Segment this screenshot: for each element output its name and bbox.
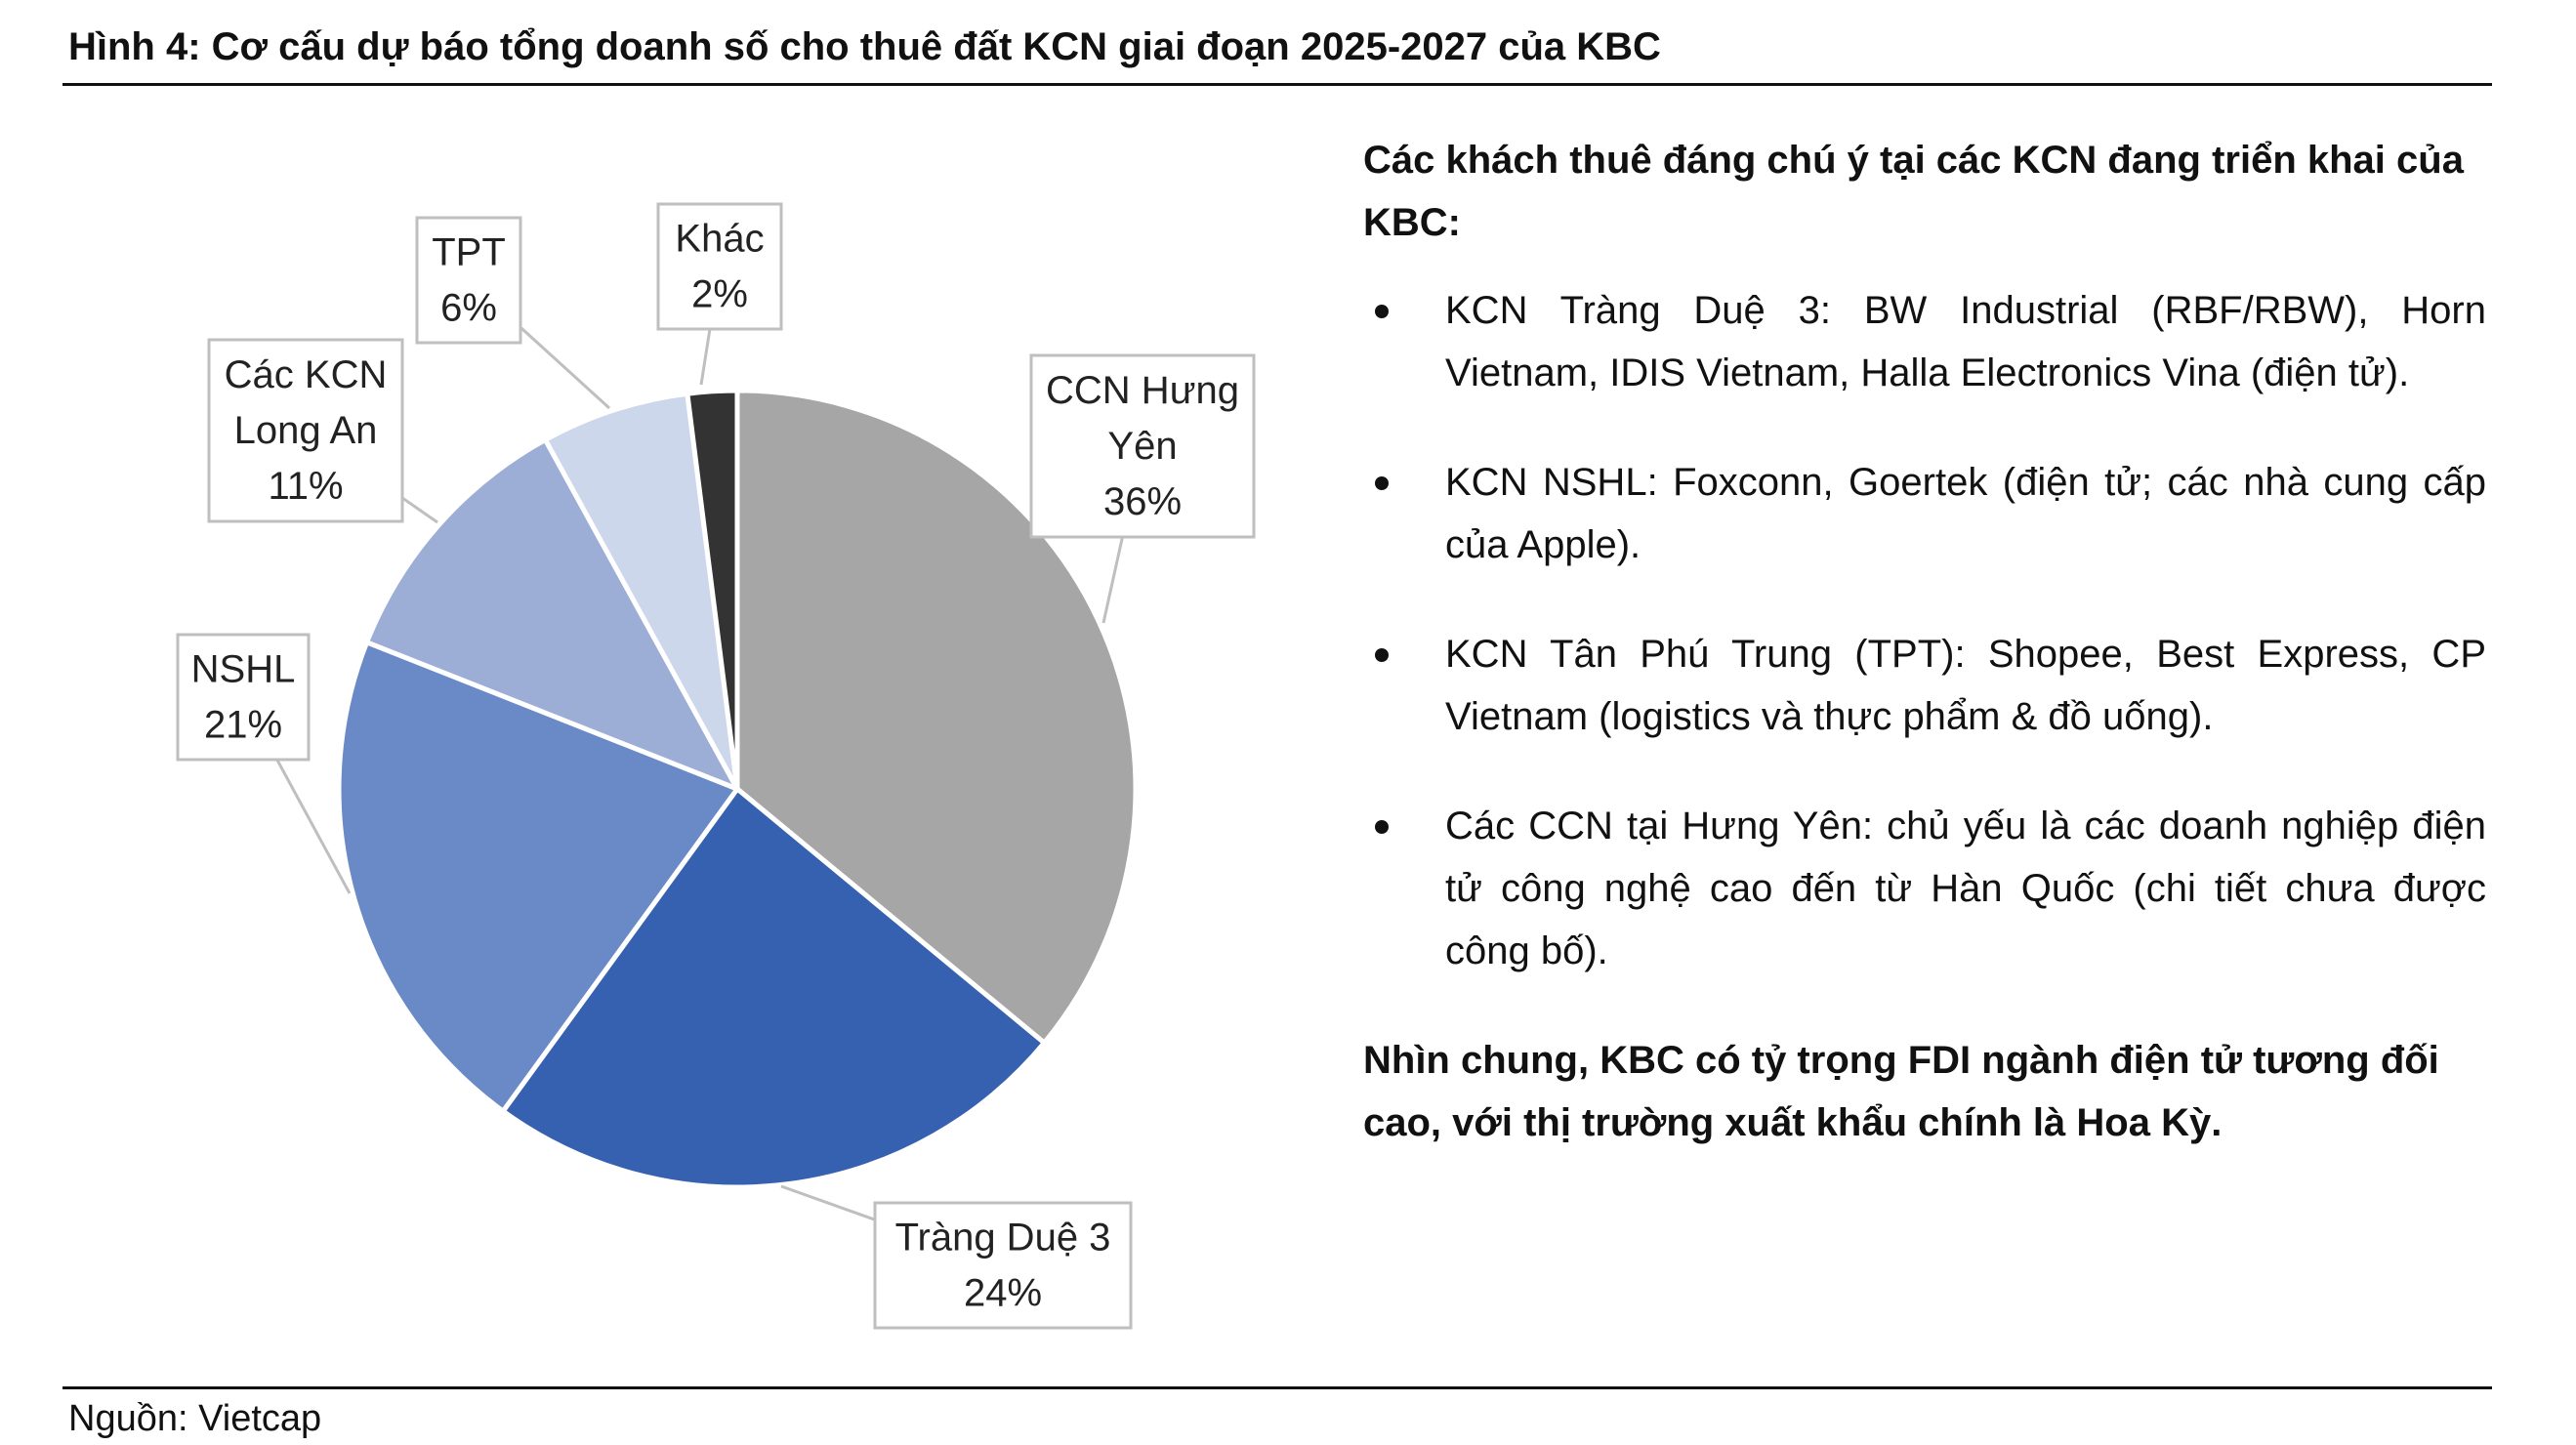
- pie-slice: [542, 391, 740, 792]
- commentary-conclusion: Nhìn chung, KBC có tỷ trọng FDI ngành đi…: [1363, 1039, 2439, 1144]
- bottom-rule: [62, 1386, 2492, 1389]
- tenant-list-item: Các CCN tại Hưng Yên: chủ yếu là các doa…: [1363, 795, 2486, 982]
- pie-slice: [364, 436, 740, 792]
- bullet-icon: [1375, 305, 1389, 318]
- bullet-text: KCN Tân Phú Trung (TPT): Shopee, Best Ex…: [1445, 633, 2486, 738]
- callout-box: [656, 202, 783, 331]
- bullet-text: KCN NSHL: Foxconn, Goertek (điện tử; các…: [1445, 461, 2486, 566]
- tenant-list-item: KCN Tràng Duệ 3: BW Industrial (RBF/RBW)…: [1363, 279, 2486, 404]
- slice-category-label: Yên: [1107, 425, 1177, 468]
- callout-leader-line: [275, 759, 352, 894]
- pie-callouts: CCN Hưng Yên 36% Tràng Duệ 3 24% NSHL 21% Các K…: [176, 202, 1256, 1330]
- top-rule: [62, 83, 2492, 86]
- slice-category-label: Các KCN: [225, 353, 388, 396]
- slice-value-label: 36%: [1103, 480, 1182, 523]
- tenant-list: KCN Tràng Duệ 3: BW Industrial (RBF/RBW)…: [1363, 279, 2486, 982]
- slice-value-label: 2%: [691, 273, 748, 316]
- callout-leader-line: [1101, 536, 1124, 624]
- bullet-text: KCN Tràng Duệ 3: BW Industrial (RBF/RBW)…: [1445, 289, 2486, 394]
- pie-slice: [336, 640, 740, 1114]
- bullet-icon: [1375, 476, 1389, 490]
- commentary-heading: Các khách thuê đáng chú ý tại các KCN đa…: [1363, 139, 2464, 244]
- callout-leader-line: [519, 326, 611, 410]
- slice-category-label: CCN Hưng: [1046, 369, 1239, 412]
- figure-title: Hình 4: Cơ cấu dự báo tổng doanh số cho …: [68, 25, 1661, 68]
- tenant-list-item: KCN NSHL: Foxconn, Goertek (điện tử; các…: [1363, 451, 2486, 576]
- commentary-panel: Các khách thuê đáng chú ý tại các KCN đa…: [1363, 129, 2486, 1193]
- bullet-icon: [1375, 648, 1389, 662]
- pie-slices: [336, 388, 1139, 1190]
- slice-category-label: Tràng Duệ 3: [895, 1217, 1111, 1259]
- bullet-icon: [1375, 820, 1389, 834]
- slice-category-label: NSHL: [191, 648, 296, 691]
- pie-slice: [734, 388, 1139, 1046]
- figure-source: Nguồn: Vietcap: [68, 1398, 322, 1439]
- pie-slice: [500, 786, 1047, 1190]
- callout-box: [1029, 353, 1256, 539]
- bullet-text: Các CCN tại Hưng Yên: chủ yếu là các doa…: [1445, 805, 2486, 972]
- callout-leader-line: [699, 328, 712, 386]
- slice-value-label: 24%: [964, 1272, 1042, 1315]
- callout-box: [207, 338, 404, 523]
- slice-value-label: 11%: [268, 465, 343, 508]
- slice-category-label: Long An: [234, 409, 378, 452]
- tenant-list-item: KCN Tân Phú Trung (TPT): Shopee, Best Ex…: [1363, 623, 2486, 748]
- callout-box: [873, 1201, 1133, 1330]
- slice-value-label: 21%: [204, 704, 282, 747]
- slice-category-label: Khác: [675, 218, 764, 261]
- slice-value-label: 6%: [440, 287, 497, 330]
- slice-category-label: TPT: [432, 231, 506, 274]
- callout-box: [415, 216, 522, 345]
- pie-chart: CCN Hưng Yên 36% Tràng Duệ 3 24% NSHL 21% Các K…: [176, 202, 1256, 1330]
- callout-box: [176, 633, 311, 762]
- pie-slice: [685, 388, 740, 792]
- callout-leader-line: [780, 1184, 876, 1221]
- callout-leader-line: [401, 496, 438, 524]
